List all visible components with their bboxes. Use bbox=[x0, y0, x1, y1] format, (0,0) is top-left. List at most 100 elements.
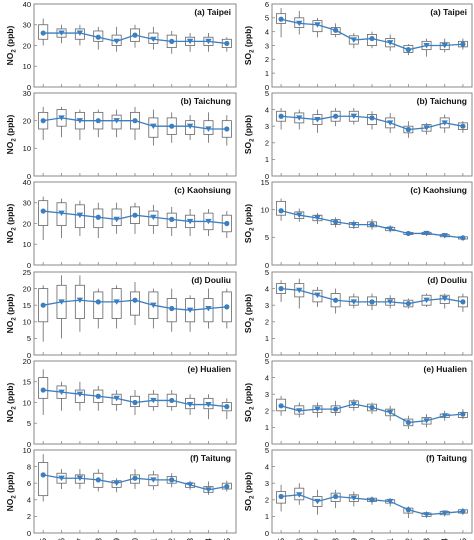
y-tick-label: 0 bbox=[265, 261, 269, 270]
y-tick-label: 0 bbox=[265, 440, 269, 449]
mean-point-2014 bbox=[441, 42, 448, 49]
y-tick-label: 30 bbox=[23, 21, 31, 30]
mean-point-2014 bbox=[205, 402, 212, 408]
y-tick-label: 4 bbox=[265, 373, 269, 382]
mean-point-2013 bbox=[423, 512, 430, 518]
panel-3: 0 10 20 30 NO2 (ppb) (b) Taichung bbox=[5, 89, 237, 181]
mean-point-2009 bbox=[350, 299, 358, 305]
panel-title: (f) Taitung bbox=[190, 453, 231, 463]
mean-point-2010 bbox=[132, 399, 138, 406]
y-tick-label: 5 bbox=[265, 14, 269, 23]
mean-point-2005 bbox=[40, 387, 46, 393]
mean-point-2015 bbox=[460, 41, 466, 47]
mean-point-2009 bbox=[350, 113, 358, 120]
mean-point-2008 bbox=[95, 34, 101, 40]
mean-point-2006 bbox=[296, 115, 303, 121]
y-axis-label: SO2 (ppb) bbox=[243, 115, 256, 154]
y-axis-label: NO2 (ppb) bbox=[5, 25, 18, 65]
mean-point-2008 bbox=[333, 297, 339, 303]
mean-point-2012 bbox=[405, 126, 411, 133]
mean-point-2008 bbox=[95, 299, 101, 305]
mean-point-2015 bbox=[224, 304, 230, 310]
mean-point-2006 bbox=[296, 287, 303, 294]
mean-point-2013 bbox=[186, 38, 194, 45]
mean-point-2006 bbox=[58, 299, 65, 305]
mean-point-2007 bbox=[314, 117, 321, 123]
y-tick-label: 10 bbox=[23, 144, 31, 153]
panel-title: (c) Kaohsiung bbox=[174, 185, 231, 195]
panel-title: (e) Hualien bbox=[188, 364, 231, 374]
y-tick-label: 5 bbox=[265, 357, 269, 366]
y-tick-label: 10 bbox=[261, 205, 269, 214]
mean-point-2006 bbox=[58, 389, 65, 396]
mean-point-2013 bbox=[423, 297, 430, 304]
mean-point-2008 bbox=[333, 406, 339, 412]
y-tick-label: 2 bbox=[265, 139, 269, 148]
mean-point-2011 bbox=[150, 214, 157, 221]
y-tick-label: 30 bbox=[23, 199, 31, 208]
mean-point-2005 bbox=[278, 208, 284, 214]
panel-title: (e) Hualien bbox=[424, 364, 467, 374]
mean-point-2010 bbox=[132, 212, 138, 218]
y-tick-label: 20 bbox=[23, 219, 31, 228]
y-tick-label: 1 bbox=[265, 512, 269, 521]
mean-point-2009 bbox=[113, 118, 120, 124]
y-tick-label: 4 bbox=[265, 284, 269, 293]
mean-point-2005 bbox=[40, 472, 46, 478]
mean-point-2008 bbox=[95, 393, 101, 399]
y-tick-label: 4 bbox=[265, 105, 269, 114]
y-axis-label: SO2 (ppb) bbox=[243, 472, 256, 511]
panel-11: 0 2 4 6 8 10 NO2 (ppb) (f) Taitung 2005 2006 2007 2… bbox=[5, 446, 237, 540]
mean-point-2012 bbox=[405, 230, 411, 237]
x-tick-label: 2007 bbox=[313, 537, 322, 540]
y-tick-label: 40 bbox=[23, 178, 31, 187]
mean-point-2015 bbox=[224, 483, 230, 490]
y-tick-label: 40 bbox=[23, 0, 31, 9]
x-tick-label: 2008 bbox=[94, 537, 103, 540]
panel-1: 0 10 20 30 40 NO2 (ppb) (a) Taipei bbox=[5, 0, 237, 92]
mean-point-2005 bbox=[278, 16, 284, 22]
y-axis-label: SO2 (ppb) bbox=[243, 204, 256, 243]
mean-point-2006 bbox=[58, 30, 65, 36]
panel-5: 0 10 20 30 40 NO2 (ppb) (c) Kaohsiung bbox=[5, 178, 237, 270]
box-2005 bbox=[38, 462, 49, 497]
mean-point-2014 bbox=[441, 233, 448, 239]
mean-point-2012 bbox=[169, 123, 175, 129]
y-tick-label: 5 bbox=[265, 89, 269, 98]
y-axis-label: SO2 (ppb) bbox=[243, 26, 256, 65]
y-tick-label: 0 bbox=[27, 172, 31, 181]
y-tick-label: 10 bbox=[23, 446, 31, 455]
mean-point-2009 bbox=[350, 401, 358, 408]
mean-point-2008 bbox=[95, 214, 101, 220]
panel-title: (d) Douliu bbox=[427, 275, 467, 285]
mean-point-2012 bbox=[169, 397, 175, 404]
y-axis-label: NO2 (ppb) bbox=[5, 203, 18, 243]
x-tick-label: 2007 bbox=[76, 537, 85, 540]
mean-point-2013 bbox=[186, 123, 194, 130]
mean-point-2013 bbox=[186, 307, 194, 314]
mean-point-2009 bbox=[350, 495, 358, 502]
x-tick-label: 2013 bbox=[423, 537, 432, 540]
x-tick-label: 2005 bbox=[39, 537, 48, 540]
y-tick-label: 1 bbox=[265, 155, 269, 164]
mean-point-2007 bbox=[314, 215, 321, 221]
y-tick-label: 20 bbox=[23, 357, 31, 366]
x-tick-label: 2006 bbox=[58, 537, 67, 540]
mean-point-2010 bbox=[132, 118, 138, 124]
mean-point-2013 bbox=[186, 218, 194, 225]
mean-point-2013 bbox=[423, 418, 430, 424]
y-tick-label: 10 bbox=[23, 240, 31, 249]
x-tick-label: 2014 bbox=[441, 537, 450, 540]
mean-point-2009 bbox=[113, 480, 120, 487]
x-tick-label: 2008 bbox=[332, 537, 341, 540]
mean-point-2005 bbox=[278, 286, 284, 292]
mean-point-2011 bbox=[386, 226, 394, 232]
mean-point-2010 bbox=[132, 32, 138, 38]
y-tick-label: 3 bbox=[265, 390, 269, 399]
mean-point-2013 bbox=[423, 230, 430, 237]
panel-4: 0 1 2 3 4 5 SO2 (ppb) (b) Taichung bbox=[243, 89, 473, 181]
mean-point-2005 bbox=[40, 30, 46, 36]
y-axis-label: NO2 (ppb) bbox=[5, 471, 18, 511]
mean-point-2013 bbox=[186, 402, 194, 408]
